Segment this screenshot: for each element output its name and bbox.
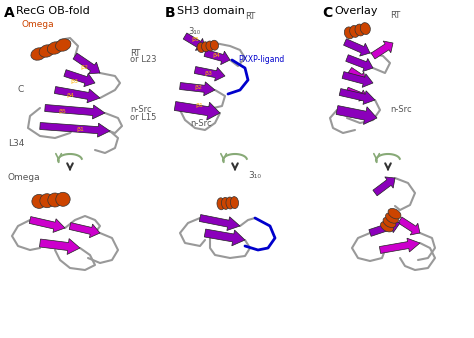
Ellipse shape	[381, 221, 393, 232]
Ellipse shape	[230, 197, 238, 209]
Text: C: C	[18, 86, 24, 95]
Polygon shape	[204, 229, 245, 246]
Text: n-Src: n-Src	[130, 105, 152, 115]
Text: PXXP-ligand: PXXP-ligand	[238, 55, 284, 65]
Ellipse shape	[385, 213, 399, 223]
Ellipse shape	[383, 217, 396, 227]
Text: C: C	[322, 6, 332, 20]
Ellipse shape	[210, 40, 219, 50]
Polygon shape	[174, 101, 220, 120]
Ellipse shape	[388, 209, 401, 219]
Text: β3: β3	[70, 78, 78, 83]
Polygon shape	[73, 53, 100, 74]
Polygon shape	[339, 89, 375, 104]
Polygon shape	[379, 238, 420, 254]
Polygon shape	[344, 39, 370, 56]
Ellipse shape	[39, 45, 55, 57]
Polygon shape	[336, 105, 377, 124]
Text: β5: β5	[58, 110, 66, 115]
Polygon shape	[346, 55, 373, 72]
Text: Omega: Omega	[8, 173, 41, 183]
Polygon shape	[346, 87, 367, 101]
Polygon shape	[398, 217, 420, 235]
Polygon shape	[29, 217, 65, 233]
Polygon shape	[371, 41, 393, 59]
Text: β2: β2	[194, 86, 202, 91]
Text: RecG OB-fold: RecG OB-fold	[16, 6, 90, 16]
Text: RT: RT	[245, 12, 255, 21]
Text: β2: β2	[80, 65, 88, 70]
Polygon shape	[64, 70, 95, 87]
Text: β1: β1	[195, 103, 203, 108]
Text: or L23: or L23	[130, 55, 156, 65]
Ellipse shape	[201, 42, 210, 52]
Text: RT: RT	[390, 11, 400, 21]
Text: n-Src: n-Src	[190, 119, 211, 127]
Text: n-Src: n-Src	[390, 105, 411, 115]
Polygon shape	[55, 87, 100, 103]
Text: 3₁₀: 3₁₀	[188, 27, 200, 37]
Polygon shape	[45, 104, 105, 119]
Ellipse shape	[344, 27, 355, 39]
Text: β3: β3	[204, 71, 212, 75]
Text: 3₁₀: 3₁₀	[248, 171, 261, 180]
Text: β4: β4	[66, 93, 74, 97]
Polygon shape	[69, 223, 100, 238]
Ellipse shape	[217, 198, 225, 210]
Text: Overlay: Overlay	[334, 6, 377, 16]
Polygon shape	[199, 215, 240, 231]
Ellipse shape	[48, 193, 62, 207]
Ellipse shape	[206, 41, 214, 51]
Ellipse shape	[55, 39, 71, 51]
Text: L34: L34	[8, 139, 24, 147]
Text: A: A	[4, 6, 15, 20]
Polygon shape	[40, 122, 110, 137]
Text: β1: β1	[76, 126, 84, 131]
Text: β4: β4	[212, 53, 220, 58]
Ellipse shape	[355, 24, 365, 36]
Text: RT: RT	[130, 48, 140, 57]
Ellipse shape	[226, 197, 234, 209]
Ellipse shape	[47, 42, 63, 54]
Polygon shape	[183, 33, 205, 50]
Polygon shape	[373, 177, 395, 196]
Text: Omega: Omega	[22, 20, 55, 29]
Ellipse shape	[31, 48, 46, 60]
Ellipse shape	[32, 194, 46, 209]
Polygon shape	[39, 239, 80, 255]
Polygon shape	[194, 67, 225, 81]
Polygon shape	[180, 82, 215, 96]
Ellipse shape	[221, 197, 229, 209]
Polygon shape	[204, 50, 230, 65]
Ellipse shape	[350, 25, 360, 38]
Text: β5: β5	[191, 38, 199, 43]
Polygon shape	[369, 219, 400, 236]
Ellipse shape	[360, 23, 370, 34]
Text: SH3 domain: SH3 domain	[177, 6, 245, 16]
Ellipse shape	[40, 194, 54, 208]
Polygon shape	[348, 68, 365, 82]
Ellipse shape	[56, 192, 70, 206]
Ellipse shape	[197, 43, 205, 52]
Text: B: B	[165, 6, 176, 20]
Polygon shape	[342, 72, 373, 87]
Text: or L15: or L15	[130, 113, 156, 121]
